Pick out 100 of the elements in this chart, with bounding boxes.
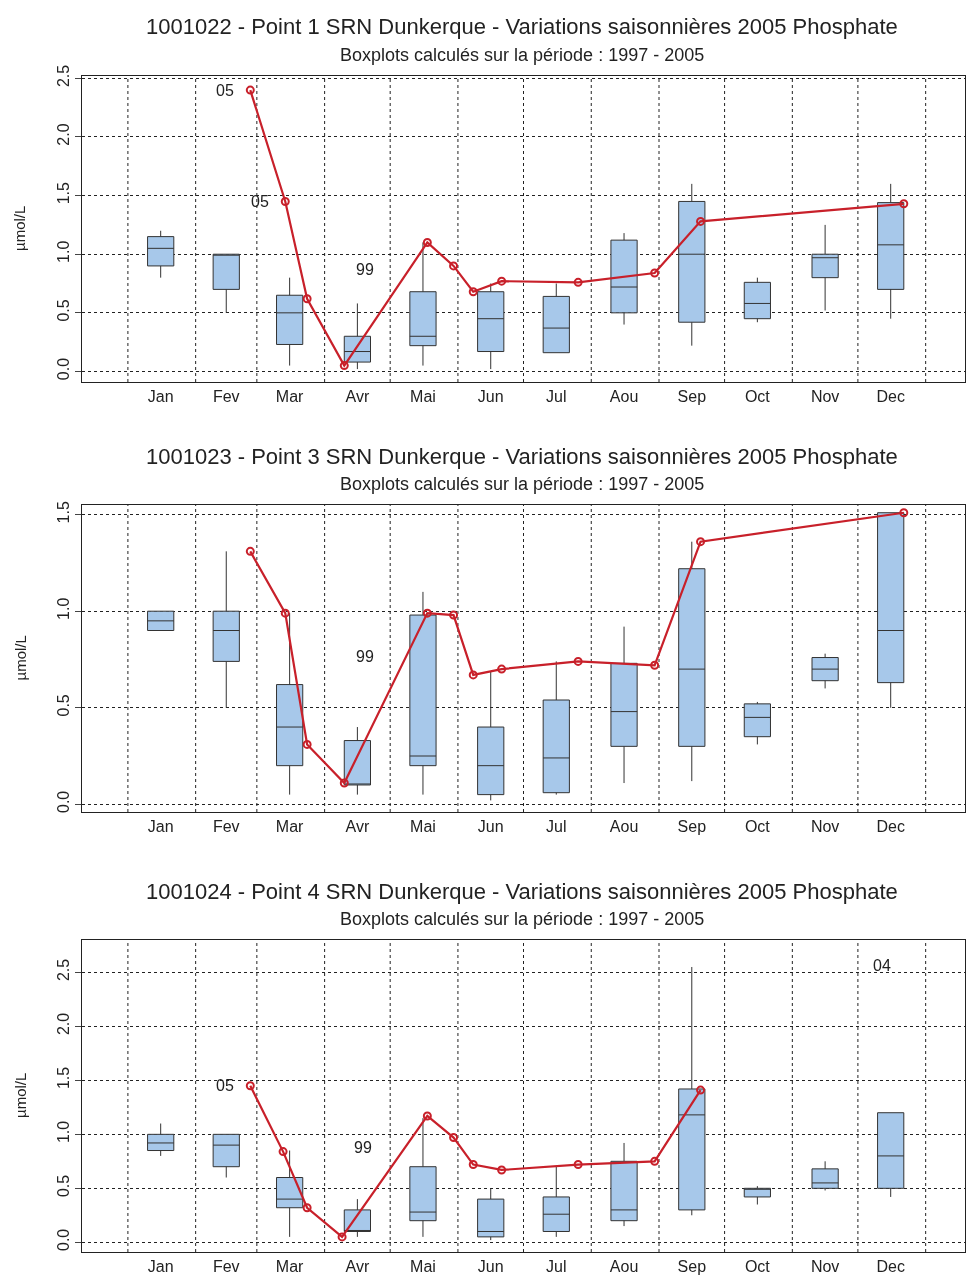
y-tick-label: 0.0 (54, 1228, 72, 1252)
y-tick-label: 1.5 (54, 181, 72, 205)
x-tick-label: Fev (212, 388, 240, 406)
point (696, 1085, 706, 1095)
y-axis-title: µmol/L (11, 635, 29, 681)
point (497, 1165, 507, 1175)
x-tick-label: Jan (147, 388, 174, 406)
point (302, 1203, 312, 1213)
y-tick-label: 0.0 (54, 357, 72, 381)
x-tick-label: Aou (609, 388, 639, 406)
point (497, 276, 507, 286)
annotation: 99 (356, 261, 374, 278)
x-tick-label: Mai (410, 388, 436, 406)
x-tick-label: Jan (147, 818, 174, 836)
x-tick-label: Jul (546, 388, 567, 406)
point (468, 670, 478, 680)
point (650, 268, 660, 278)
y-tick-label: 0.0 (54, 790, 72, 814)
point (245, 85, 255, 95)
point (245, 1081, 255, 1091)
point (339, 778, 349, 788)
x-tick-label: Mar (275, 818, 305, 836)
point (573, 656, 583, 666)
x-tick-label: Nov (810, 818, 840, 836)
x-tick-label: Jan (147, 1258, 174, 1276)
point (497, 664, 507, 674)
point (280, 196, 290, 206)
x-tick-label: Sep (677, 1258, 707, 1276)
x-tick-label: Mar (275, 388, 305, 406)
point (449, 610, 459, 620)
chart-subtitle: Boxplots calculés sur la période : 1997 - 2005 (340, 45, 705, 65)
x-tick-label: Nov (810, 388, 840, 406)
point (280, 608, 290, 618)
x-tick-label: Aou (609, 1258, 639, 1276)
point (422, 608, 432, 618)
x-tick-label: Oct (744, 1258, 771, 1276)
point (245, 546, 255, 556)
point (696, 216, 706, 226)
x-tick-label: Fev (212, 818, 240, 836)
point (422, 237, 432, 247)
x-tick-label: Sep (677, 388, 707, 406)
annotation: 99 (356, 648, 374, 665)
x-tick-label: Oct (744, 388, 771, 406)
point (650, 660, 660, 670)
chart-subtitle: Boxplots calculés sur la période : 1997 - 2005 (340, 909, 705, 929)
x-tick-label: Oct (744, 818, 771, 836)
x-tick-label: Avr (345, 388, 370, 406)
y-tick-label: 2.0 (54, 1012, 72, 1036)
y-tick-label: 1.5 (54, 1066, 72, 1090)
chart-subtitle: Boxplots calculés sur la période : 1997 - 2005 (340, 474, 705, 494)
point (449, 261, 459, 271)
x-tick-label: Nov (810, 1258, 840, 1276)
x-tick-label: Jun (477, 388, 504, 406)
point (650, 1156, 660, 1166)
y-tick-label: 1.0 (54, 240, 72, 263)
point (302, 739, 312, 749)
point (337, 1232, 347, 1242)
y-tick-label: 0.5 (54, 1174, 72, 1198)
y-tick-label: 0.5 (54, 299, 72, 322)
point (899, 508, 909, 518)
x-tick-label: Dec (876, 818, 905, 836)
x-tick-label: Dec (876, 1258, 905, 1276)
x-tick-label: Dec (876, 388, 905, 406)
y-tick-label: 1.0 (54, 597, 72, 620)
x-tick-label: Aou (609, 818, 639, 836)
y-axis-title: µmol/L (11, 205, 28, 251)
x-tick-label: Jul (546, 1258, 567, 1276)
annotation: 04 (873, 957, 891, 974)
y-tick-label: 2.0 (54, 123, 72, 146)
x-tick-label: Jun (477, 1258, 504, 1276)
point (449, 1133, 459, 1143)
point (468, 287, 478, 297)
chart-title: 1001024 - Point 4 SRN Dunkerque - Variations saisonnières 2005 Phosphate (146, 879, 898, 904)
y-tick-label: 1.0 (54, 1120, 72, 1144)
x-tick-label: Mar (275, 1258, 305, 1276)
x-tick-label: Mai (410, 1258, 436, 1276)
x-tick-label: Avr (345, 1258, 370, 1276)
x-tick-label: Sep (677, 818, 707, 836)
point (899, 199, 909, 209)
point (573, 1160, 583, 1170)
y-tick-label: 0.5 (54, 694, 72, 717)
chart-title: 1001022 - Point 1 SRN Dunkerque - Variations saisonnières 2005 Phosphate (146, 14, 898, 39)
point (302, 294, 312, 304)
point (573, 277, 583, 287)
point (339, 361, 349, 371)
annotation: 05 (216, 82, 234, 99)
x-tick-label: Fev (212, 1258, 240, 1276)
point (422, 1111, 432, 1121)
point (468, 1160, 478, 1170)
y-axis-title: µmol/L (12, 1072, 29, 1118)
x-tick-label: Jun (477, 818, 504, 836)
y-tick-label: 2.5 (54, 958, 72, 982)
annotation: 99 (354, 1139, 372, 1156)
y-tick-label: 2.5 (54, 64, 72, 88)
y-tick-label: 1.5 (54, 501, 72, 524)
chart-title: 1001023 - Point 3 SRN Dunkerque - Variations saisonnières 2005 Phosphate (146, 444, 898, 469)
x-tick-label: Jul (546, 818, 567, 836)
point (278, 1147, 288, 1157)
point (696, 537, 706, 547)
x-tick-label: Avr (345, 818, 370, 836)
